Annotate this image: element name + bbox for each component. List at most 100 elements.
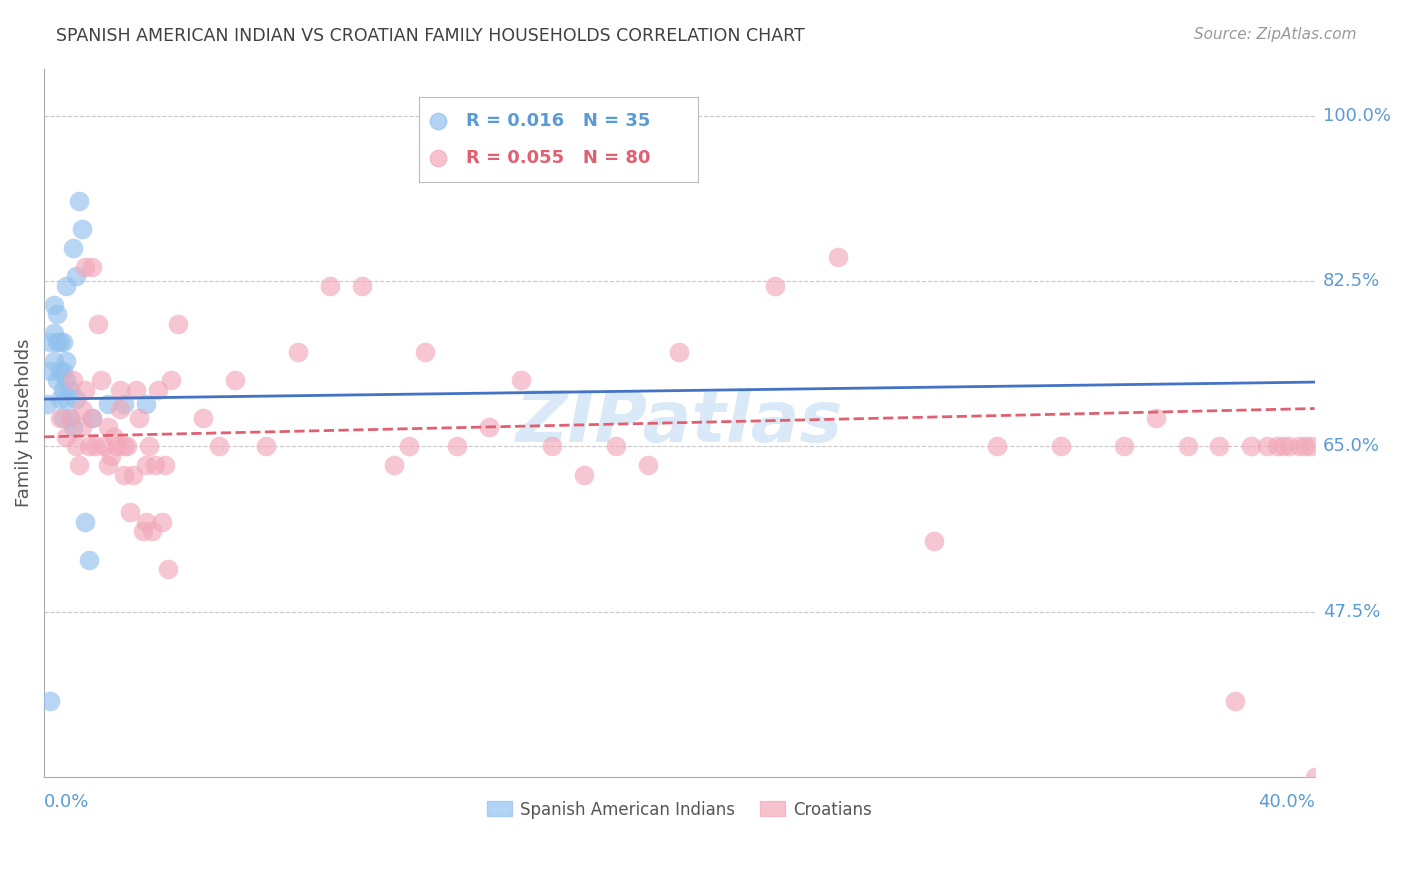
Point [62, 420, 84, 434]
Point [1208, 439, 1230, 453]
Point [39, 364, 62, 378]
Point [42, 326, 65, 340]
Point [65, 392, 87, 406]
Point [97, 458, 120, 473]
Point [156, 562, 179, 576]
Point [110, 383, 132, 397]
Point [52, 335, 75, 350]
Point [58, 411, 80, 425]
Point [70, 222, 93, 236]
Point [67, 458, 90, 473]
Point [80, 411, 103, 425]
Point [49, 335, 72, 350]
Point [446, 439, 468, 453]
Point [70, 420, 93, 434]
Point [118, 505, 141, 519]
Point [148, 383, 170, 397]
Text: 82.5%: 82.5% [1323, 272, 1381, 290]
Point [112, 397, 135, 411]
Point [208, 439, 231, 453]
Point [125, 383, 148, 397]
Text: 100.0%: 100.0% [1323, 107, 1391, 125]
Point [413, 344, 436, 359]
Point [49, 392, 72, 406]
Point [52, 383, 75, 397]
Point [100, 449, 122, 463]
Point [39, 335, 62, 350]
Point [55, 430, 77, 444]
Point [70, 401, 93, 416]
Point [605, 439, 627, 453]
Point [319, 278, 342, 293]
Point [45, 373, 67, 387]
Point [986, 439, 1008, 453]
Point [1225, 694, 1247, 708]
Point [45, 335, 67, 350]
Point [224, 373, 246, 387]
Point [62, 373, 84, 387]
Point [65, 269, 87, 284]
Point [1288, 439, 1310, 453]
Point [637, 458, 659, 473]
Point [80, 411, 103, 425]
Point [287, 344, 309, 359]
Point [1144, 411, 1167, 425]
Point [1049, 439, 1071, 453]
Point [112, 467, 135, 482]
Point [77, 439, 100, 453]
Point [827, 251, 849, 265]
Point [55, 278, 77, 293]
Text: ZIPatlas: ZIPatlas [516, 388, 844, 458]
Point [103, 430, 125, 444]
Point [112, 439, 135, 453]
Point [49, 364, 72, 378]
Point [80, 260, 103, 274]
Point [1112, 439, 1135, 453]
Point [62, 241, 84, 255]
Point [166, 317, 188, 331]
Point [1278, 439, 1301, 453]
Point [52, 364, 75, 378]
Point [122, 467, 145, 482]
Point [42, 298, 65, 312]
Point [49, 411, 72, 425]
Point [141, 524, 163, 539]
Text: 40.0%: 40.0% [1258, 793, 1315, 812]
Point [97, 420, 120, 434]
Point [39, 694, 62, 708]
Point [110, 401, 132, 416]
Y-axis label: Family Households: Family Households [15, 338, 32, 507]
Point [77, 552, 100, 566]
Point [1177, 439, 1199, 453]
Point [1271, 439, 1294, 453]
Point [135, 397, 157, 411]
Point [84, 439, 107, 453]
Point [572, 467, 595, 482]
Point [153, 458, 176, 473]
Point [135, 458, 157, 473]
Point [97, 397, 120, 411]
Point [398, 439, 420, 453]
Point [37, 397, 59, 411]
Text: 65.0%: 65.0% [1323, 437, 1381, 455]
Point [1301, 439, 1323, 453]
Point [922, 533, 945, 548]
Point [58, 383, 80, 397]
Point [1294, 439, 1316, 453]
Point [87, 317, 110, 331]
Point [55, 354, 77, 368]
Point [67, 194, 90, 208]
Point [75, 260, 97, 274]
Point [128, 411, 150, 425]
Point [42, 354, 65, 368]
Point [75, 515, 97, 529]
Point [105, 439, 128, 453]
Point [135, 515, 157, 529]
Point [93, 439, 115, 453]
Point [90, 373, 112, 387]
Point [65, 439, 87, 453]
Point [45, 307, 67, 321]
Point [55, 373, 77, 387]
Point [1265, 439, 1288, 453]
Point [509, 373, 531, 387]
